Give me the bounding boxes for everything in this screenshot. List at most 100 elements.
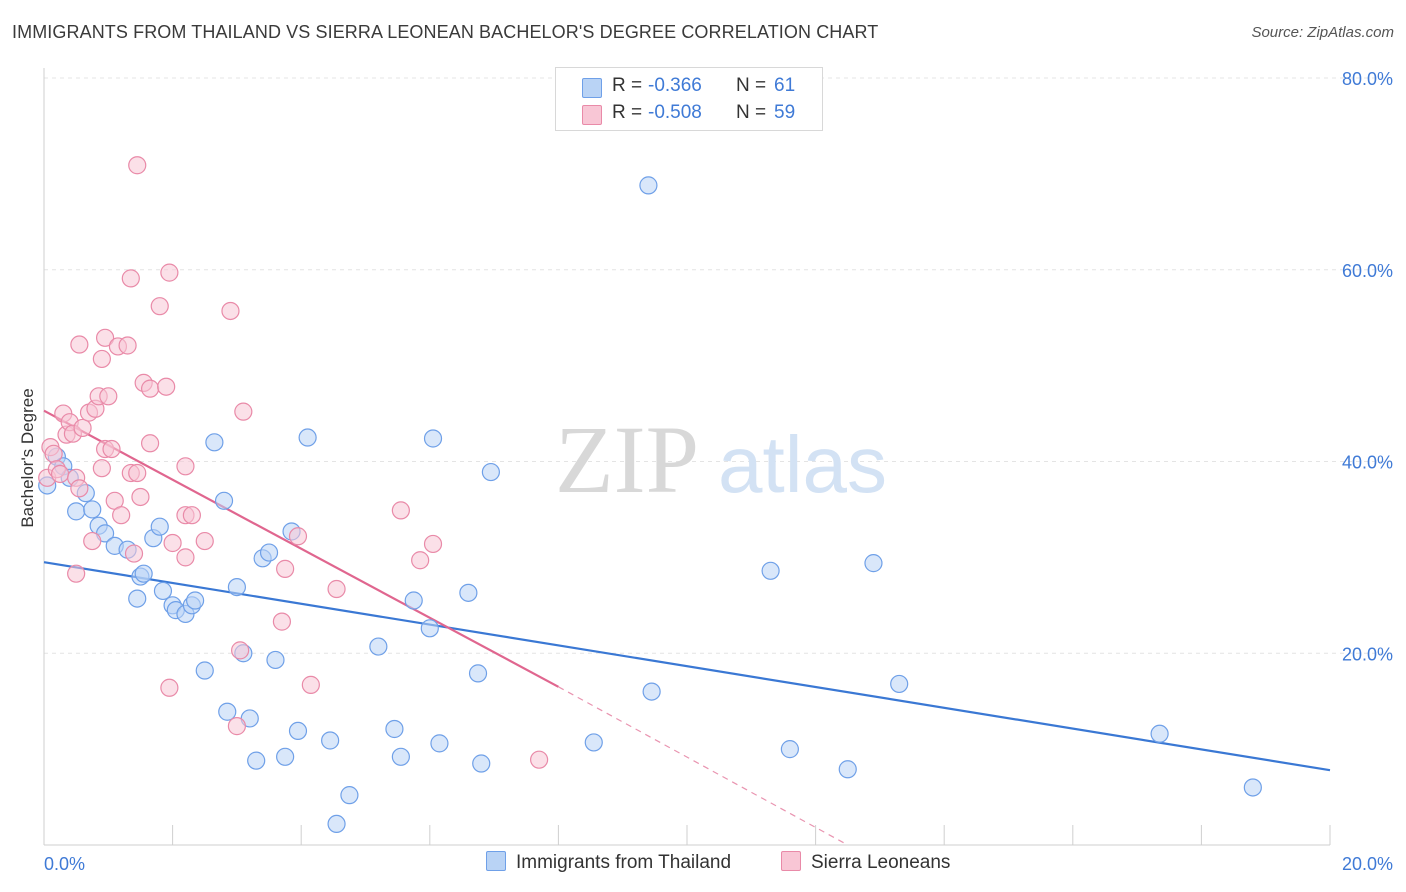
point-thailand [227,577,246,597]
point-thailand [134,564,153,583]
point-thailand [247,751,266,770]
point-sierra-leonean [160,263,179,282]
x-tick-label: 0.0% [44,854,85,874]
point-sierra-leonean [99,387,118,406]
point-thailand [584,733,603,752]
point-thailand [288,721,308,741]
point-sierra-leonean [92,459,111,478]
trend-lines [43,409,1331,846]
point-thailand [128,589,147,608]
point-thailand [150,517,169,536]
trendline-thailand [43,561,1331,772]
legend-n-value: 61 [774,75,796,96]
point-thailand [1243,778,1262,797]
point-thailand [186,591,205,610]
legend-swatch-sierra-leonean [582,105,602,125]
point-thailand [838,760,857,779]
point-sierra-leonean [67,564,86,583]
stats-legend: R = -0.366 N = 61 R = -0.508 N = 59 [555,67,823,131]
point-sierra-leonean [128,156,147,175]
point-sierra-leonean [182,506,201,525]
point-sierra-leonean [276,559,295,578]
bottom-legend-label-sierra-leonean: Sierra Leoneans [811,852,951,873]
point-thailand [404,591,423,610]
point-sierra-leonean [83,531,102,551]
legend-r-value: -0.366 [648,75,702,96]
point-thailand [298,428,317,447]
point-thailand [430,734,449,753]
point-thailand [83,500,102,519]
point-thailand [195,661,214,680]
point-sierra-leonean [160,678,179,697]
point-sierra-leonean [391,501,410,520]
point-sierra-leonean [221,301,240,321]
point-sierra-leonean [70,479,89,498]
point-sierra-leonean [301,675,320,694]
point-sierra-leonean [140,379,160,398]
legend-r-label: R = [612,102,643,123]
watermark-zip: ZIP [555,406,699,513]
point-thailand [780,740,799,759]
point-thailand [391,747,410,766]
legend-n-value: 59 [774,102,796,123]
axes [43,68,1331,846]
trendline-sierra-leonean [43,409,559,688]
point-sierra-leonean [112,506,131,525]
point-thailand [420,619,439,638]
y-tick-label: 80.0% [1342,69,1393,89]
point-thailand [327,814,346,834]
point-thailand [468,664,488,683]
source-label: Source: ZipAtlas.com [1251,24,1394,41]
point-sierra-leonean [95,328,115,347]
point-thailand [321,731,340,750]
point-thailand [276,747,295,766]
point-sierra-leonean [150,297,169,316]
bottom-legend-swatch-sierra-leonean [781,851,801,871]
point-thailand [459,583,478,602]
tick-labels: 20.0% 40.0% 60.0% 80.0% 0.0% 20.0% [44,69,1393,874]
point-sierra-leonean [176,457,195,476]
point-sierra-leonean [231,641,250,660]
point-sierra-leonean [423,534,443,554]
point-sierra-leonean [73,418,92,438]
point-sierra-leonean [131,487,150,507]
point-sierra-leonean [140,434,160,453]
data-points [38,156,1262,834]
point-thailand [864,554,883,573]
point-thailand [385,719,404,739]
point-thailand [761,561,780,580]
point-thailand [67,502,86,521]
point-thailand [214,491,234,510]
point-sierra-leonean [234,402,253,421]
point-thailand [259,543,279,562]
point-sierra-leonean [121,269,140,288]
y-tick-label: 60.0% [1342,261,1393,281]
bottom-legend-swatch-thailand [486,851,506,871]
point-sierra-leonean [195,531,214,551]
point-thailand [153,581,173,601]
point-sierra-leonean [227,717,246,736]
point-thailand [205,433,224,452]
x-tick-label: 20.0% [1342,854,1393,874]
legend-swatch-thailand [582,78,602,98]
point-thailand [423,429,443,448]
point-sierra-leonean [176,548,195,567]
point-sierra-leonean [288,527,308,546]
watermark-atlas: atlas [718,420,887,509]
point-sierra-leonean [157,377,176,396]
point-sierra-leonean [50,464,70,484]
point-thailand [1150,724,1169,743]
y-tick-label: 40.0% [1342,453,1393,473]
point-thailand [218,702,237,721]
y-axis-title: Bachelor's Degree [18,388,37,527]
point-thailand [639,176,658,195]
point-sierra-leonean [530,750,549,769]
grid-lines [44,77,1392,654]
legend-n-label: N = [736,75,767,96]
point-sierra-leonean [128,463,147,483]
watermark: ZIP atlas [555,406,887,513]
point-thailand [340,786,359,805]
point-sierra-leonean [163,533,182,553]
point-sierra-leonean [272,612,292,631]
